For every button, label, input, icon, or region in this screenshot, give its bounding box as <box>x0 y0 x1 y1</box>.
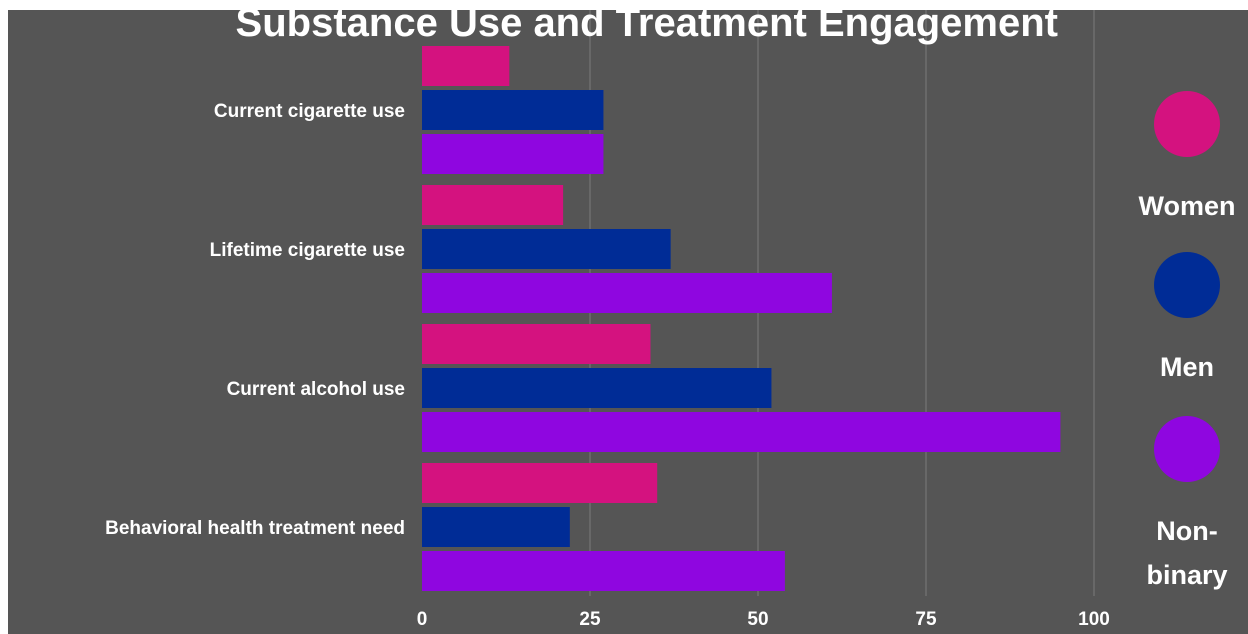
chart-frame: Current cigarette use Lifetime cigarette … <box>8 10 1248 634</box>
category-label-current-alcohol-use: Current alcohol use <box>227 379 405 400</box>
legend-swatch-women <box>1154 91 1220 157</box>
x-tick-label-25: 25 <box>579 609 601 630</box>
bar-non-binary-lifetime-cigarette-use <box>422 273 832 313</box>
bar-chart: Current cigarette use Lifetime cigarette … <box>105 10 1236 630</box>
bar-men-current-cigarette-use <box>422 90 604 130</box>
bar-women-current-alcohol-use <box>422 324 651 364</box>
category-label-lifetime-cigarette-use: Lifetime cigarette use <box>210 240 405 261</box>
bar-men-behavioral-health-treatment-need <box>422 507 570 547</box>
x-axis-ticks: 0 25 50 75 100 <box>417 609 1110 630</box>
bars <box>422 46 1061 591</box>
bar-women-lifetime-cigarette-use <box>422 185 564 225</box>
legend-label-nonbinary-line1: Non- <box>1156 516 1217 546</box>
bar-men-lifetime-cigarette-use <box>422 229 671 269</box>
legend-swatch-men <box>1154 252 1220 318</box>
bar-non-binary-current-cigarette-use <box>422 134 604 174</box>
legend: Women Men Non- binary <box>1138 91 1236 590</box>
category-label-behavioral-health-treatment-need: Behavioral health treatment need <box>105 518 405 539</box>
bar-non-binary-behavioral-health-treatment-need <box>422 551 785 591</box>
bar-women-behavioral-health-treatment-need <box>422 463 658 503</box>
bar-non-binary-current-alcohol-use <box>422 412 1061 452</box>
bar-women-current-cigarette-use <box>422 46 510 86</box>
x-tick-label-100: 100 <box>1078 609 1110 630</box>
x-tick-label-75: 75 <box>915 609 937 630</box>
legend-label-men: Men <box>1160 352 1214 382</box>
x-tick-label-0: 0 <box>417 609 428 630</box>
x-tick-label-50: 50 <box>747 609 768 630</box>
category-label-current-cigarette-use: Current cigarette use <box>214 101 405 122</box>
bar-men-current-alcohol-use <box>422 368 772 408</box>
legend-label-nonbinary-line2: binary <box>1146 560 1227 590</box>
legend-swatch-nonbinary <box>1154 416 1220 482</box>
category-labels: Current cigarette use Lifetime cigarette … <box>105 101 405 539</box>
chart-title: Substance Use and Treatment Engagement <box>236 10 1058 45</box>
legend-label-women: Women <box>1138 191 1235 221</box>
